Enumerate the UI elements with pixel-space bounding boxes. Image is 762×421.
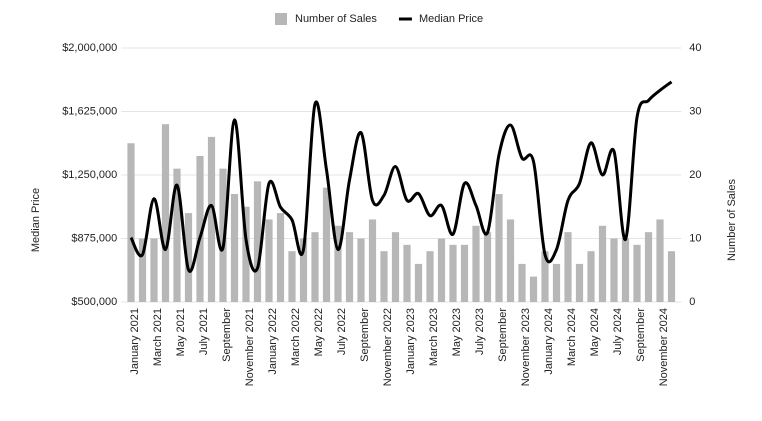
- y-tick-label: $500,000: [71, 296, 117, 308]
- legend-label: Number of Sales: [295, 13, 377, 25]
- bar: [127, 143, 135, 302]
- x-tick-label: May 2024: [589, 308, 601, 356]
- bar: [334, 225, 342, 302]
- x-tick-label: January 2022: [267, 308, 279, 375]
- y2-tick-label: 10: [689, 232, 701, 244]
- bar: [253, 181, 262, 302]
- bar: [357, 238, 365, 302]
- bar: [322, 187, 331, 302]
- bar: [299, 238, 308, 302]
- bar: [610, 238, 618, 302]
- bar: [150, 238, 158, 302]
- bar: [633, 244, 641, 302]
- x-tick-label: November 2021: [244, 308, 256, 386]
- line: [129, 80, 673, 273]
- bar: [449, 244, 457, 302]
- x-tick-label: March 2024: [566, 308, 578, 366]
- bar: [368, 219, 377, 302]
- bar: [460, 244, 469, 302]
- x-tick-label: May 2022: [313, 308, 325, 356]
- bar: [437, 238, 446, 302]
- bar: [587, 251, 595, 302]
- legend-label: Median Price: [419, 13, 483, 25]
- bar: [541, 251, 549, 302]
- bar: [184, 213, 193, 302]
- bar: [207, 136, 216, 302]
- x-tick-label: November 2024: [658, 308, 670, 386]
- x-tick-label: November 2022: [382, 308, 394, 386]
- bar: [483, 232, 492, 302]
- x-tick-label: September: [359, 308, 371, 362]
- y2-tick-label: 30: [689, 105, 701, 117]
- y-tick-label: $1,250,000: [62, 169, 117, 181]
- bar: [426, 251, 434, 302]
- bar: [242, 206, 250, 302]
- bar: [219, 168, 227, 302]
- bar: [667, 251, 676, 302]
- x-tick-label: March 2023: [428, 308, 440, 366]
- x-tick-label: May 2023: [451, 308, 463, 356]
- x-tick-label: July 2021: [198, 308, 210, 355]
- bar: [173, 168, 181, 302]
- bar: [575, 263, 584, 302]
- x-tick-label: January 2024: [543, 308, 555, 375]
- bar: [380, 251, 388, 302]
- x-tick-label: May 2021: [175, 308, 187, 356]
- x-tick-label: January 2021: [129, 308, 141, 375]
- bar: [265, 219, 273, 302]
- bar: [621, 238, 630, 302]
- x-tick-label: July 2022: [336, 308, 348, 355]
- bar: [414, 263, 423, 302]
- y-tick-label: $2,000,000: [62, 42, 117, 54]
- x-tick-label: September: [221, 308, 233, 362]
- bar: [345, 232, 354, 302]
- y2-tick-label: 20: [689, 169, 701, 181]
- bar: [403, 244, 411, 302]
- bar: [552, 263, 561, 302]
- bar: [288, 251, 296, 302]
- x-tick-label: September: [497, 308, 509, 362]
- x-tick-label: July 2023: [474, 308, 486, 355]
- y-tick-label: $875,000: [71, 232, 117, 244]
- y2-axis-title: Number of Sales: [726, 179, 738, 261]
- y-tick-label: $1,625,000: [62, 105, 117, 117]
- bar: [529, 276, 538, 302]
- bar: [311, 232, 319, 302]
- bar: [518, 263, 526, 302]
- bar: [598, 225, 607, 302]
- x-tick-label: July 2024: [612, 308, 624, 355]
- y-axis-title: Median Price: [30, 188, 42, 252]
- legend-swatch: [275, 13, 287, 25]
- x-tick-label: November 2023: [520, 308, 532, 386]
- bar: [506, 219, 515, 302]
- bar: [138, 238, 147, 302]
- x-tick-label: September: [635, 308, 647, 362]
- bar: [276, 213, 285, 302]
- bar: [230, 194, 239, 302]
- bar: [472, 225, 480, 302]
- bar: [391, 232, 400, 302]
- bar: [161, 124, 170, 302]
- x-tick-label: March 2021: [152, 308, 164, 366]
- bar: [644, 232, 653, 302]
- x-tick-label: January 2023: [405, 308, 417, 375]
- y2-tick-label: 0: [689, 296, 695, 308]
- bar: [656, 219, 664, 302]
- y2-tick-label: 40: [689, 42, 701, 54]
- x-tick-label: March 2022: [290, 308, 302, 366]
- bar: [196, 155, 204, 302]
- bar: [564, 232, 572, 302]
- bar: [495, 194, 503, 302]
